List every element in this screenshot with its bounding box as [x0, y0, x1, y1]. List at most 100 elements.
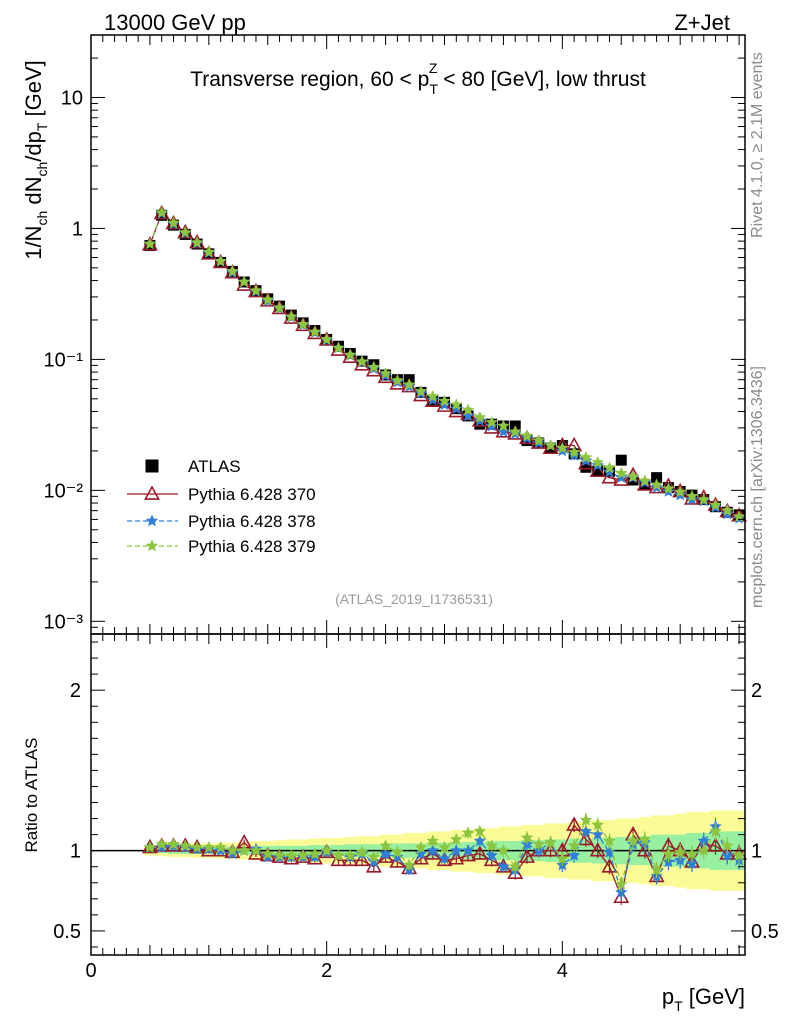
ratio-mc379-point: [296, 848, 310, 861]
ratio-mc379-point: [520, 831, 534, 844]
ratio-mc370-point: [224, 843, 241, 859]
mc379-point: [591, 455, 605, 468]
ratio-mc379-point: [614, 877, 628, 890]
analysis-id: (ATLAS_2019_I1736531): [335, 591, 493, 607]
ratio-mc370-point: [566, 816, 583, 831]
ratio-mc379-point: [720, 839, 734, 852]
mc379-point: [520, 429, 534, 442]
ratio-mc378-point: [685, 856, 699, 869]
mc378-point: [449, 402, 463, 415]
mc370-point: [354, 356, 371, 371]
mc379-point: [332, 341, 345, 354]
mc379-point: [662, 482, 675, 495]
ratio-frame: [90, 633, 746, 956]
ratio-mc379-point: [497, 844, 510, 857]
ratio-y-tick-label-right: 1: [751, 841, 762, 863]
mc379-point: [391, 373, 404, 386]
mc370-point: [236, 276, 253, 291]
ratio-mc378-point: [473, 834, 487, 847]
mc379-point: [226, 264, 239, 277]
ratio-mc378-point: [438, 852, 451, 865]
main-title: Transverse region, 60 < pTZ < 80 [GeV], …: [190, 60, 646, 97]
atlas-point: [580, 461, 592, 473]
mc379-point: [167, 216, 180, 229]
ratio-mc378-point: [426, 844, 440, 857]
mc379-point: [237, 275, 251, 288]
legend-mc379-marker: [145, 539, 159, 552]
title-sub: T: [429, 81, 438, 97]
ratio-mc379-point: [508, 860, 522, 873]
ratio-y-tick-label: 0.5: [53, 921, 81, 943]
ratio-mc379-point: [391, 845, 404, 858]
ratio-mc379-point: [367, 850, 381, 863]
ratio-mc379-point: [190, 840, 204, 853]
mc379-point: [508, 425, 522, 438]
ratio-mc379-point: [673, 845, 687, 858]
atlas-point: [592, 465, 604, 477]
mc379-point: [296, 317, 310, 330]
ratio-mc378-point: [603, 845, 616, 858]
ratio-mc378-point: [591, 827, 605, 841]
ratio-mc379-point: [732, 848, 746, 861]
ratio-mc378-point: [720, 848, 734, 861]
ratio-mc379-point: [155, 837, 169, 850]
atlas-point: [615, 454, 627, 466]
ratio-mc379-point: [473, 824, 487, 837]
legend-label: Pythia 6.428 370: [188, 485, 316, 504]
ratio-mc378-point: [414, 847, 428, 860]
mc379-point: [556, 441, 569, 454]
ratio-mc379-point: [697, 844, 711, 857]
mc379-point: [721, 503, 734, 517]
mc378-point: [603, 465, 616, 478]
legend-mc378-marker: [145, 514, 159, 527]
y-tick-label: 10⁻²: [44, 480, 84, 502]
mc379-point: [202, 245, 216, 258]
mcplots-label: mcplots.cern.ch [arXiv:1306.3436]: [749, 366, 766, 608]
ratio-mc379-point: [650, 863, 663, 876]
ratio-mc379-point: [532, 837, 546, 850]
mc379-point: [284, 310, 298, 323]
mc379-point: [532, 433, 546, 446]
ratio-mc378-point: [497, 860, 510, 873]
ratio-mc370-point: [354, 851, 371, 867]
ratio-mc370-point: [707, 837, 724, 852]
mc370-point: [365, 362, 382, 377]
ratio-mc370-point: [507, 864, 524, 879]
ratio-mc379-point: [544, 835, 557, 849]
ratio-mc379-point: [249, 844, 263, 857]
mc378-point: [438, 398, 451, 411]
main-series-layer: [141, 204, 748, 524]
legend: ATLAS Pythia 6.428 370 Pythia 6.428 378 Pyt…: [127, 457, 316, 556]
ratio-mc379-point: [284, 848, 298, 861]
y-tick-label: 10⁻¹: [44, 349, 84, 371]
mc379-point: [190, 235, 204, 248]
ratio-mc379-point: [332, 848, 345, 861]
ratio-mc379-point: [709, 824, 722, 837]
ratio-y-tick-label-right: 2: [751, 680, 762, 702]
ratio-y-tick-label: 2: [70, 680, 81, 702]
legend-atlas-marker: [145, 459, 159, 473]
ratio-mc378-point: [485, 848, 498, 861]
mc379-point: [308, 325, 322, 338]
ratio-mc379-point: [603, 834, 616, 847]
ratio-mc379-point: [556, 852, 569, 865]
ratio-y-tick-label: 1: [70, 841, 81, 863]
y-tick-label: 1: [72, 218, 83, 240]
mc379-point: [497, 419, 510, 432]
ratio-mc379-point: [143, 840, 157, 853]
x-tick-label: 0: [85, 960, 96, 982]
axes-layer: 10 1 10⁻¹ 10⁻² 10⁻³ 0 2 4 0.5 0.5 1 1 2 2: [44, 34, 779, 982]
mc379-point: [673, 485, 687, 498]
ratio-y-axis-label: Ratio to ATLAS: [22, 738, 41, 853]
mc370-point: [542, 439, 559, 454]
rivet-label: Rivet 4.1.0, ≥ 2.1M events: [749, 52, 766, 238]
legend-label: Pythia 6.428 378: [188, 512, 316, 531]
ratio-y-tick-label-right: 0.5: [751, 921, 779, 943]
mc379-point: [414, 384, 428, 397]
ratio-mc370-point: [577, 830, 594, 846]
mc370-point: [577, 454, 594, 470]
ratio-mc379-point: [178, 839, 192, 852]
mc378-point: [497, 425, 510, 438]
ratio-mc379-point: [438, 840, 451, 853]
ratio-mc379-point: [567, 839, 581, 852]
